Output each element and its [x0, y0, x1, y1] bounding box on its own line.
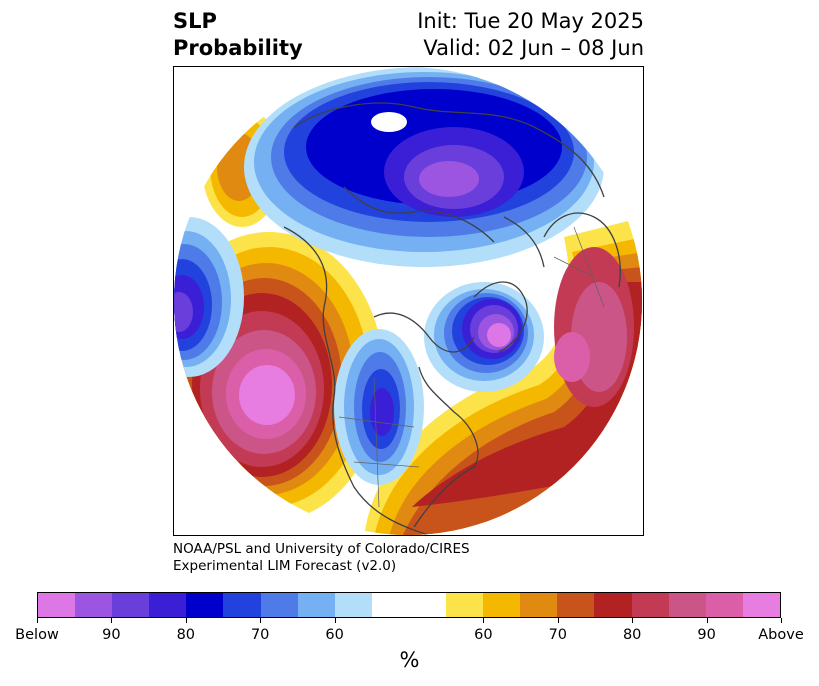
colorbar-tick-label: Above [758, 627, 804, 643]
colorbar-tick-mark [334, 618, 336, 623]
colorbar-segment [38, 593, 76, 617]
title-valid-range: Valid: 02 Jun – 08 Jun [423, 36, 644, 60]
colorbar-tick-label: 70 [250, 627, 270, 643]
arctic-low-anomaly [244, 67, 604, 267]
colorbar-unit-label: % [399, 648, 420, 672]
title-right: Init: Tue 20 May 2025 Valid: 02 Jun – 08… [417, 8, 644, 62]
credit-line-2: Experimental LIM Forecast (v2.0) [173, 558, 397, 574]
credit-line-1: NOAA/PSL and University of Colorado/CIRE… [173, 541, 470, 557]
title-init-date: Init: Tue 20 May 2025 [417, 9, 644, 33]
colorbar-segment [371, 593, 409, 617]
title-type: Probability [173, 36, 303, 60]
colorbar [37, 592, 781, 618]
colorbar-tick-labels: Below 90 80 70 60 60 70 80 90 Above [0, 627, 819, 647]
colorbar-tick-mark [483, 618, 485, 623]
colorbar-ticks [0, 618, 819, 624]
colorbar-tick-mark [260, 618, 262, 623]
colorbar-tick-mark [632, 618, 634, 623]
colorbar-segment [705, 593, 743, 617]
forecast-map [173, 66, 644, 536]
colorbar-segment [446, 593, 484, 617]
colorbar-segment [631, 593, 669, 617]
colorbar-segment [75, 593, 113, 617]
coastlines [283, 102, 621, 535]
colorbar-segment [334, 593, 372, 617]
colorbar-segment [149, 593, 187, 617]
colorbar-tick-mark [781, 618, 782, 623]
colorbar-segment [483, 593, 521, 617]
colorbar-segment [112, 593, 150, 617]
north-america-low-anomaly [334, 329, 424, 485]
colorbar-tick-label: 80 [622, 627, 642, 643]
west-pacific-low-anomaly [174, 217, 244, 377]
colorbar-segment [668, 593, 706, 617]
colorbar-tick-mark [111, 618, 113, 623]
colorbar-segment [557, 593, 595, 617]
colorbar-segment [223, 593, 261, 617]
colorbar-tick-label: 90 [102, 627, 121, 643]
colorbar-segment [186, 593, 224, 617]
colorbar-segment [742, 593, 780, 617]
colorbar-tick-label: 60 [474, 627, 493, 643]
title-left: SLP Probability [173, 8, 303, 62]
colorbar-segment [408, 593, 447, 617]
colorbar-tick-mark [557, 618, 559, 623]
title-variable: SLP [173, 9, 217, 33]
colorbar-segment [297, 593, 335, 617]
colorbar-tick-label: 90 [697, 627, 716, 643]
colorbar-tick-label: 80 [176, 627, 196, 643]
political-borders [338, 226, 605, 508]
colorbar-tick-label: 60 [325, 627, 344, 643]
colorbar-tick-label: 70 [548, 627, 568, 643]
map-svg [174, 67, 642, 535]
colorbar-tick-mark [185, 618, 187, 623]
colorbar-segment [520, 593, 558, 617]
greenland-low-anomaly [424, 282, 544, 392]
colorbar-segment [260, 593, 298, 617]
colorbar-tick-mark [37, 618, 38, 623]
colorbar-tick-mark [706, 618, 708, 623]
colorbar-segment [594, 593, 632, 617]
credit-text: NOAA/PSL and University of Colorado/CIRE… [173, 541, 470, 575]
colorbar-tick-label: Below [15, 627, 59, 643]
